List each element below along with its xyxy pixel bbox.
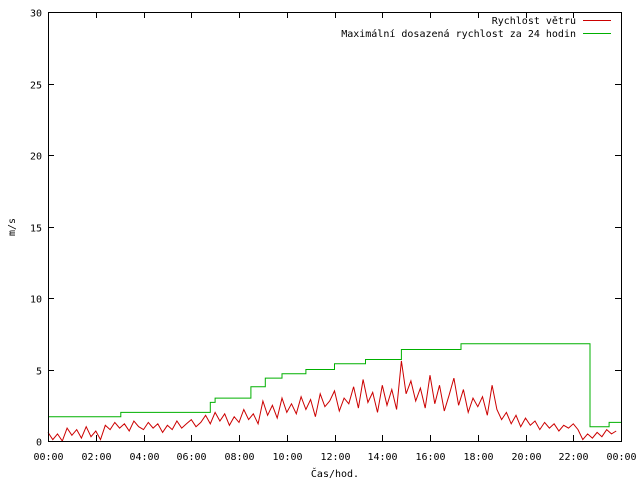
x-tick-label: 04:00 [129,452,159,463]
y-tick-label: 25 [30,81,42,92]
x-tick-label: 14:00 [367,452,397,463]
y-tick-label: 10 [30,295,42,306]
x-tick-label: 00:00 [33,452,63,463]
x-tick-label: 06:00 [176,452,206,463]
legend-label-wind-speed: Rychlost větru [492,15,576,27]
ticks-layer: 0 5 10 15 20 25 30 00:00 02:00 04:00 06:00 08:00 10:… [30,9,637,464]
y-tick-label: 30 [30,9,42,20]
x-tick-label: 12:00 [320,452,350,463]
x-tick-label: 00:00 [606,452,636,463]
wind-speed-series-line [47,360,617,443]
x-tick-label: 08:00 [224,452,254,463]
x-tick-label: 02:00 [81,452,111,463]
y-tick-label: 15 [30,224,42,235]
x-tick-label: 16:00 [415,452,445,463]
series-layer [47,343,621,443]
plot-frame [48,12,622,442]
y-tick-label: 5 [36,367,42,378]
x-tick-label: 10:00 [272,452,302,463]
legend-label-max-speed: Maximální dosazená rychlost za 24 hodin [341,28,576,40]
x-tick-label: 18:00 [463,452,493,463]
x-tick-label: 22:00 [558,452,588,463]
y-tick-label: 0 [36,438,42,449]
legend: Rychlost větru Maximální dosazená rychlo… [341,15,611,40]
y-tick-label: 20 [30,152,42,163]
max-speed-series-line [48,343,621,428]
x-axis-title: Čas/hod. [311,467,359,480]
x-tick-label: 20:00 [511,452,541,463]
y-axis-title: m/s [7,218,18,236]
